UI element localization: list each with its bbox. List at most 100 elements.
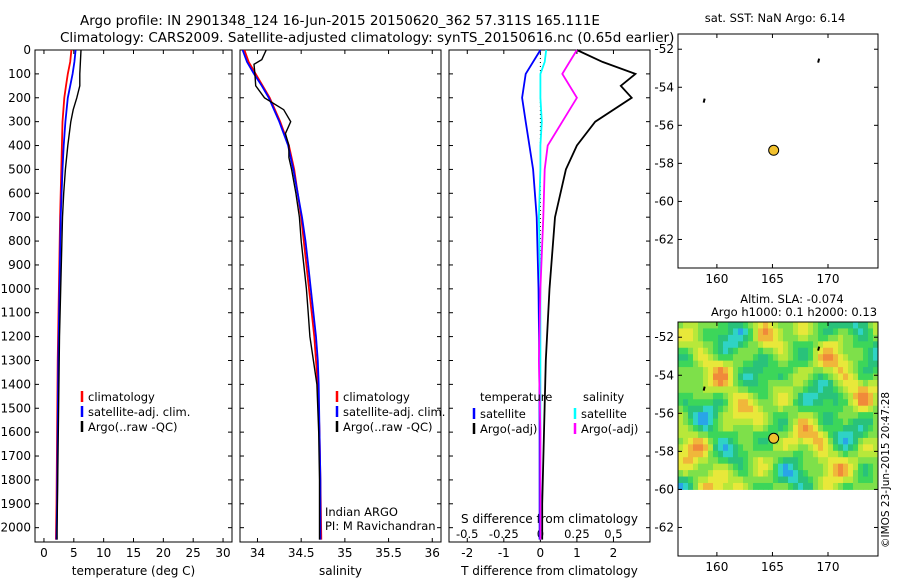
heatmap-cell xyxy=(688,450,694,458)
heatmap-cell xyxy=(768,334,774,342)
heatmap-cell xyxy=(753,379,759,387)
heatmap-cell xyxy=(803,334,809,342)
heatmap-cell xyxy=(693,450,699,458)
heatmap-cell xyxy=(828,482,834,490)
heatmap-cell xyxy=(728,334,734,342)
heatmap-cell xyxy=(863,334,869,342)
heatmap-cell xyxy=(698,425,704,432)
heatmap-cell xyxy=(763,322,769,329)
heatmap-cell xyxy=(743,322,749,329)
heatmap-cell xyxy=(813,470,819,478)
heatmap-cell xyxy=(858,322,864,329)
heatmap-cell xyxy=(808,347,814,355)
heatmap-cell xyxy=(808,476,814,484)
heatmap-cell xyxy=(843,437,849,445)
heatmap-cell xyxy=(728,418,734,426)
heatmap-cell xyxy=(778,418,784,426)
heatmap-cell xyxy=(708,457,714,465)
heatmap-cell xyxy=(683,373,689,381)
heatmap-cell xyxy=(818,379,824,387)
heatmap-cell xyxy=(758,322,764,329)
heatmap-cell xyxy=(773,354,779,362)
heatmap-cell xyxy=(713,379,719,387)
heatmap-cell xyxy=(698,341,704,349)
heatmap-cell xyxy=(818,405,824,413)
heatmap-cell xyxy=(873,476,879,484)
heatmap-cell xyxy=(853,328,859,336)
heatmap-cell xyxy=(693,322,699,329)
heatmap-cell xyxy=(868,341,874,349)
heatmap-cell xyxy=(698,470,704,478)
heatmap-cell xyxy=(678,322,684,329)
heatmap-cell xyxy=(813,328,819,336)
heatmap-cell xyxy=(843,431,849,439)
heatmap-cell xyxy=(748,425,754,432)
heatmap-cell xyxy=(763,463,769,471)
heatmap-cell xyxy=(693,392,699,400)
heatmap-cell xyxy=(733,450,739,458)
heatmap-cell xyxy=(773,444,779,452)
heatmap-cell xyxy=(853,386,859,394)
heatmap-cell xyxy=(773,457,779,465)
heatmap-cell xyxy=(718,354,724,362)
heatmap-cell xyxy=(753,399,759,407)
heatmap-cell xyxy=(708,347,714,355)
heatmap-cell xyxy=(813,322,819,329)
heatmap-cell xyxy=(848,482,854,490)
heatmap-cell xyxy=(868,322,874,329)
heatmap-cell xyxy=(828,457,834,465)
heatmap-cell xyxy=(723,444,729,452)
heatmap-cell xyxy=(808,457,814,465)
heatmap-cell xyxy=(708,476,714,484)
heatmap-cell xyxy=(858,373,864,381)
heatmap-cell xyxy=(813,347,819,355)
heatmap-cell xyxy=(858,450,864,458)
heatmap-cell xyxy=(788,354,794,362)
heatmap-cell xyxy=(703,450,709,458)
heatmap-cell xyxy=(773,425,779,432)
heatmap-cell xyxy=(818,450,824,458)
heatmap-cell xyxy=(843,328,849,336)
heatmap-cell xyxy=(718,412,724,420)
heatmap-cell xyxy=(683,341,689,349)
heatmap-cell xyxy=(768,373,774,381)
heatmap-cell xyxy=(833,463,839,471)
heatmap-cell xyxy=(848,354,854,362)
heatmap-cell xyxy=(773,334,779,342)
y-tick-label: -58 xyxy=(654,156,674,170)
heatmap-cell xyxy=(848,386,854,394)
heatmap-cell xyxy=(808,482,814,490)
heatmap-cell xyxy=(713,367,719,375)
heatmap-cell xyxy=(868,482,874,490)
heatmap-cell xyxy=(848,476,854,484)
heatmap-cell xyxy=(783,392,789,400)
heatmap-cell xyxy=(843,418,849,426)
heatmap-cell xyxy=(768,412,774,420)
heatmap-cell xyxy=(808,328,814,336)
heatmap-cell xyxy=(803,386,809,394)
heatmap-cell xyxy=(783,437,789,445)
heatmap-cell xyxy=(858,412,864,420)
heatmap-cell xyxy=(713,347,719,355)
heatmap-cell xyxy=(818,386,824,394)
heatmap-cell xyxy=(838,444,844,452)
heatmap-cell xyxy=(758,354,764,362)
heatmap-cell xyxy=(723,379,729,387)
heatmap-cell xyxy=(848,457,854,465)
heatmap-cell xyxy=(703,463,709,471)
heatmap-cell xyxy=(803,418,809,426)
heatmap-cell xyxy=(713,392,719,400)
heatmap-cell xyxy=(698,463,704,471)
heatmap-cell xyxy=(833,437,839,445)
heatmap-cell xyxy=(678,386,684,394)
heatmap-cell xyxy=(688,373,694,381)
heatmap-cell xyxy=(703,431,709,439)
heatmap-cell xyxy=(873,367,879,375)
heatmap-cell xyxy=(833,425,839,432)
heatmap-cell xyxy=(873,379,879,387)
heatmap-cell xyxy=(863,463,869,471)
heatmap-cell xyxy=(768,367,774,375)
heatmap-cell xyxy=(788,328,794,336)
heatmap-cell xyxy=(873,328,879,336)
heatmap-cell xyxy=(753,347,759,355)
